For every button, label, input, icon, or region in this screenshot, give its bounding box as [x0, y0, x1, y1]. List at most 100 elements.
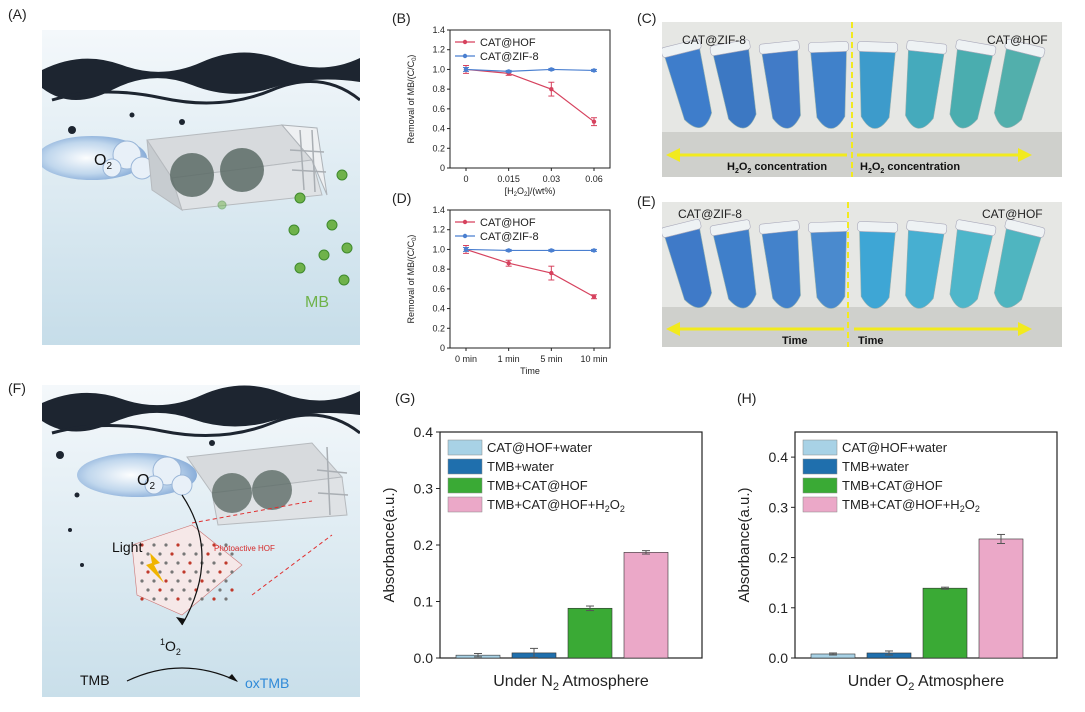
- legend-label: CAT@HOF+water: [487, 440, 593, 455]
- test-tube: [709, 39, 757, 129]
- panel-label-a: (A): [8, 6, 27, 22]
- panel-label-c: (C): [637, 10, 657, 26]
- lattice-atom: [152, 579, 156, 583]
- y-tick-label: 1.0: [432, 64, 445, 74]
- test-tube: [808, 41, 849, 129]
- panel-a-illustration: O2 MB: [42, 30, 360, 345]
- y-tick-label: 0.8: [432, 264, 445, 274]
- data-point: [549, 67, 554, 72]
- lattice-atom: [194, 552, 198, 556]
- data-point: [549, 248, 554, 253]
- y-tick-label: 0.2: [769, 550, 789, 566]
- lattice-atom: [218, 552, 222, 556]
- o2-text: O2: [94, 152, 112, 172]
- o2-text-f: O2: [137, 472, 155, 492]
- legend-swatch: [447, 439, 483, 456]
- lattice-atom: [200, 579, 204, 583]
- test-tube: [994, 218, 1046, 308]
- test-tube: [662, 218, 712, 308]
- lattice-atom: [230, 588, 234, 592]
- y-tick-label: 0.3: [769, 499, 789, 515]
- label-c-hof: CAT@HOF: [987, 33, 1048, 47]
- legend-label: TMB+CAT@HOF+H2O2: [842, 497, 980, 514]
- legend-label: CAT@HOF: [480, 37, 536, 49]
- lattice-atom: [224, 543, 228, 547]
- tmb-label: TMB: [80, 672, 110, 688]
- lattice-atom: [140, 543, 144, 547]
- lattice-atom: [146, 552, 150, 556]
- lattice-atom: [140, 597, 144, 601]
- x-axis-label: Under O2 Atmosphere: [848, 673, 1005, 693]
- y-tick-label: 0.2: [414, 537, 434, 553]
- lattice-atom: [212, 579, 216, 583]
- y-tick-label: 0.0: [414, 650, 434, 666]
- y-tick-label: 1.2: [432, 225, 445, 235]
- test-tube: [949, 219, 997, 309]
- lattice-atom: [194, 570, 198, 574]
- legend-swatch: [802, 496, 838, 513]
- series-line: [465, 68, 595, 73]
- data-point: [591, 248, 597, 253]
- lattice-atom: [170, 588, 174, 592]
- y-tick-label: 0.0: [769, 650, 789, 666]
- water-wave: [42, 52, 360, 101]
- legend-swatch: [802, 477, 838, 494]
- data-point: [549, 86, 554, 92]
- y-tick-label: 1.0: [432, 244, 445, 254]
- lattice-atom: [146, 570, 150, 574]
- legend-label: CAT@HOF: [480, 217, 536, 229]
- y-tick-label: 0.6: [432, 104, 445, 114]
- lattice-atom: [158, 552, 162, 556]
- data-point: [591, 68, 597, 73]
- lattice-atom: [212, 597, 216, 601]
- lattice-atom: [176, 579, 180, 583]
- legend-label: TMB+water: [487, 459, 554, 474]
- y-axis-label: Absorbance(a.u.): [381, 487, 398, 602]
- y-tick-label: 0.8: [432, 84, 445, 94]
- lattice-atom: [164, 543, 168, 547]
- arrow-e-left: [666, 322, 680, 336]
- legend-label: TMB+CAT@HOF: [842, 478, 943, 493]
- test-tube: [808, 221, 849, 309]
- data-point: [506, 248, 511, 253]
- test-tube: [857, 41, 898, 129]
- y-tick-label: 1.2: [432, 45, 445, 55]
- data-point: [549, 270, 554, 276]
- tubes-c: [662, 38, 1046, 129]
- lightning-icon: [146, 553, 164, 583]
- lattice-atom: [140, 561, 144, 565]
- lattice-atom: [182, 552, 186, 556]
- enzyme-cluster-2: [220, 148, 264, 192]
- series-line: [465, 68, 595, 123]
- chart-h: 0.0 0.1 0.2 0.3 0.4 Absorbance(a.u.) Under O2 …: [736, 431, 1058, 693]
- plot-frame: [449, 209, 611, 349]
- x-tick-label: 0.06: [585, 174, 603, 184]
- chart-b: 0 0.2 0.4 0.6 0.8 1.0 1.2 1.4 0 0.015 0.03 0.06 Remo…: [406, 25, 611, 198]
- label-c-arrow-right: H2O2 concentration: [860, 161, 960, 175]
- lattice-atom: [206, 588, 210, 592]
- lattice-atom: [230, 552, 234, 556]
- mb-label: MB: [305, 294, 329, 311]
- legend-label: TMB+CAT@HOF+H2O2: [487, 497, 625, 514]
- bar: [978, 538, 1024, 659]
- data-point: [506, 69, 511, 74]
- lattice-atom: [140, 579, 144, 583]
- hof-lattice: [131, 524, 243, 616]
- panel-label-g: (G): [395, 390, 416, 406]
- lattice-atom: [212, 561, 216, 565]
- y-axis-label: Absorbance(a.u.): [736, 487, 753, 602]
- singlet-oxygen-label: 1O2: [160, 637, 181, 657]
- legend-marker: [462, 233, 468, 239]
- label-c-arrow-left: H2O2 concentration: [727, 161, 827, 175]
- lattice-atom: [152, 597, 156, 601]
- legend-label: TMB+CAT@HOF: [487, 478, 588, 493]
- label-e-arrow-left: Time: [782, 335, 807, 347]
- lattice-atom: [170, 552, 174, 556]
- lattice-atom: [188, 561, 192, 565]
- panel-e-photo: CAT@ZIF-8 CAT@HOF Time Time: [662, 202, 1062, 347]
- label-e-arrow-right: Time: [858, 335, 883, 347]
- y-tick-label: 0.2: [432, 143, 445, 153]
- chart-g: 0.0 0.1 0.2 0.3 0.4 Absorbance(a.u.) Under N2 …: [381, 424, 703, 693]
- lattice-atom: [182, 570, 186, 574]
- legend-swatch: [802, 458, 838, 475]
